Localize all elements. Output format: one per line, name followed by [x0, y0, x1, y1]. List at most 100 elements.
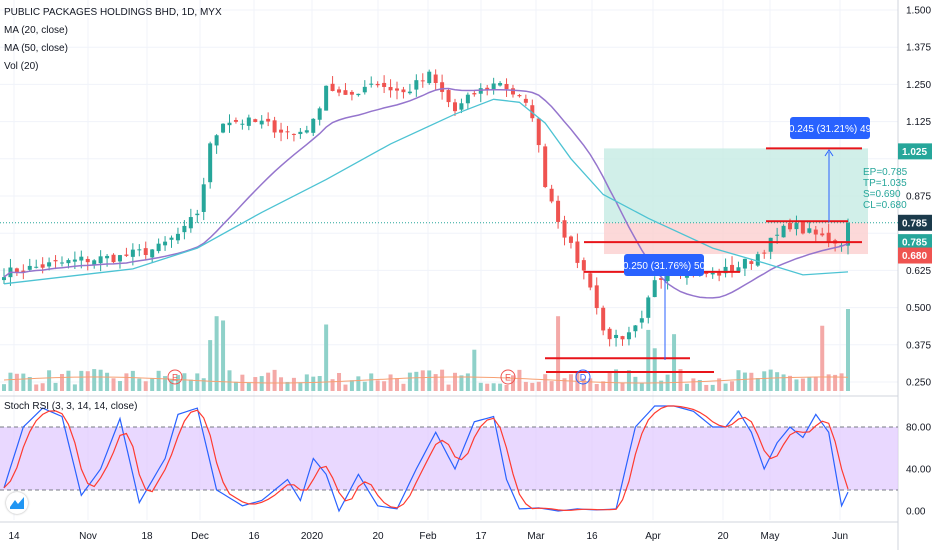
- candle-body: [846, 222, 850, 246]
- candle-body: [446, 90, 451, 103]
- candle-body: [337, 89, 342, 93]
- axes: 1.500 1.375 1.250 1.125 0.875 0.625 0.500 0.375…: [8, 6, 932, 542]
- volume-bar: [736, 370, 741, 391]
- candle-body: [723, 266, 728, 274]
- time-tick-label: 14: [8, 531, 20, 542]
- volume-bar: [633, 376, 638, 391]
- volume-bar: [556, 316, 561, 391]
- price-levels: [545, 147, 862, 373]
- event-e1: E: [172, 373, 178, 383]
- volume-bar: [298, 382, 303, 391]
- candle-body: [414, 80, 419, 90]
- tradingview-logo-icon[interactable]: [6, 492, 28, 514]
- volume-bar: [2, 384, 6, 391]
- volume-bar: [723, 383, 728, 391]
- event-e1-ring: [167, 369, 183, 385]
- volume-bar: [188, 379, 193, 391]
- volume-bar: [755, 378, 760, 391]
- candle-body: [665, 274, 670, 282]
- volume-bar: [433, 374, 438, 391]
- candle-body: [349, 91, 354, 95]
- candle-body: [620, 336, 625, 340]
- candle-body: [253, 119, 258, 122]
- candle-body: [111, 254, 116, 263]
- candle-body: [646, 297, 651, 318]
- candle-body: [298, 131, 303, 135]
- candle-body: [517, 95, 522, 97]
- candle-body: [472, 93, 477, 95]
- volume-bar: [414, 371, 419, 391]
- candle-body: [504, 83, 509, 90]
- volume-bar: [768, 369, 773, 391]
- candle-body: [395, 88, 400, 91]
- volume-bar: [639, 383, 644, 391]
- time-tick-label: Jun: [832, 531, 848, 542]
- candle-body: [820, 233, 825, 236]
- volume-bar: [156, 370, 161, 391]
- volume-bar: [401, 383, 406, 391]
- candle-body: [775, 234, 780, 236]
- legend-title: PUBLIC PACKAGES HOLDINGS BHD, 1D, MYX: [4, 7, 222, 18]
- price-tag-785: 0.785: [902, 238, 927, 249]
- volume-bar: [21, 373, 26, 391]
- target-zone: [604, 148, 868, 223]
- candle-body: [266, 118, 271, 122]
- volume-bar: [807, 377, 812, 391]
- candle-body: [736, 267, 741, 273]
- volume-bar: [130, 370, 135, 391]
- candle-body: [781, 225, 786, 238]
- candle-body: [401, 89, 406, 93]
- volume-bar: [646, 329, 651, 391]
- candle-body: [362, 86, 367, 93]
- time-tick-label: May: [761, 531, 780, 542]
- candle-body: [568, 236, 573, 243]
- time-tick-label: Feb: [419, 531, 437, 542]
- volume-bar: [40, 383, 45, 391]
- volume-bar: [182, 373, 187, 391]
- candle-body: [652, 280, 657, 298]
- chart-legend: PUBLIC PACKAGES HOLDINGS BHD, 1D, MYX MA…: [4, 4, 222, 76]
- candle-body: [523, 98, 528, 103]
- candle-body: [201, 184, 206, 212]
- candle-body: [710, 272, 715, 275]
- candle-body: [433, 74, 438, 83]
- volume-bar: [285, 382, 290, 391]
- volume-bar: [491, 383, 496, 391]
- volume-bar: [704, 384, 709, 391]
- volume-bar: [317, 376, 322, 391]
- volume-bar: [517, 369, 522, 391]
- measure-top-label: 0.245 (31.21%) 49: [789, 124, 872, 135]
- annotations: 0.245 (31.21%) 49 0.250 (31.76%) 50 E E D EP=…: [167, 117, 908, 385]
- candle-body: [291, 133, 296, 135]
- volume-bar: [465, 373, 470, 391]
- candle-body: [356, 93, 361, 96]
- price-tick-label: 1.125: [906, 117, 931, 128]
- volume-bar: [14, 373, 19, 391]
- candle-body: [607, 328, 612, 340]
- stoch-tick-label: 40.00: [906, 465, 931, 476]
- volume-bar: [536, 381, 541, 391]
- volume-bar: [788, 375, 793, 391]
- event-e2-ring: [500, 369, 516, 385]
- candle-body: [79, 256, 84, 261]
- volume-bar: [820, 325, 825, 391]
- candle-body: [762, 252, 767, 254]
- volume-bar: [214, 316, 219, 391]
- time-tick-label: 16: [248, 531, 260, 542]
- legend-ma20: MA (20, close): [4, 25, 68, 36]
- price-tag-1025-bg: [898, 143, 932, 160]
- volume-bar: [395, 378, 400, 391]
- candle-body: [85, 258, 90, 263]
- volume-bar: [498, 383, 503, 391]
- trade-info-line: EP=0.785: [863, 167, 908, 178]
- volume-bar: [581, 378, 586, 391]
- volume-bar: [523, 381, 528, 391]
- volume-bar: [800, 378, 805, 391]
- measure-arrow-top-head: [824, 149, 834, 157]
- volume-bar: [762, 371, 767, 391]
- candle-body: [304, 130, 309, 133]
- candle-body: [130, 249, 135, 257]
- candle-body: [143, 248, 148, 255]
- candle-body: [343, 90, 348, 95]
- candle-body: [375, 83, 380, 86]
